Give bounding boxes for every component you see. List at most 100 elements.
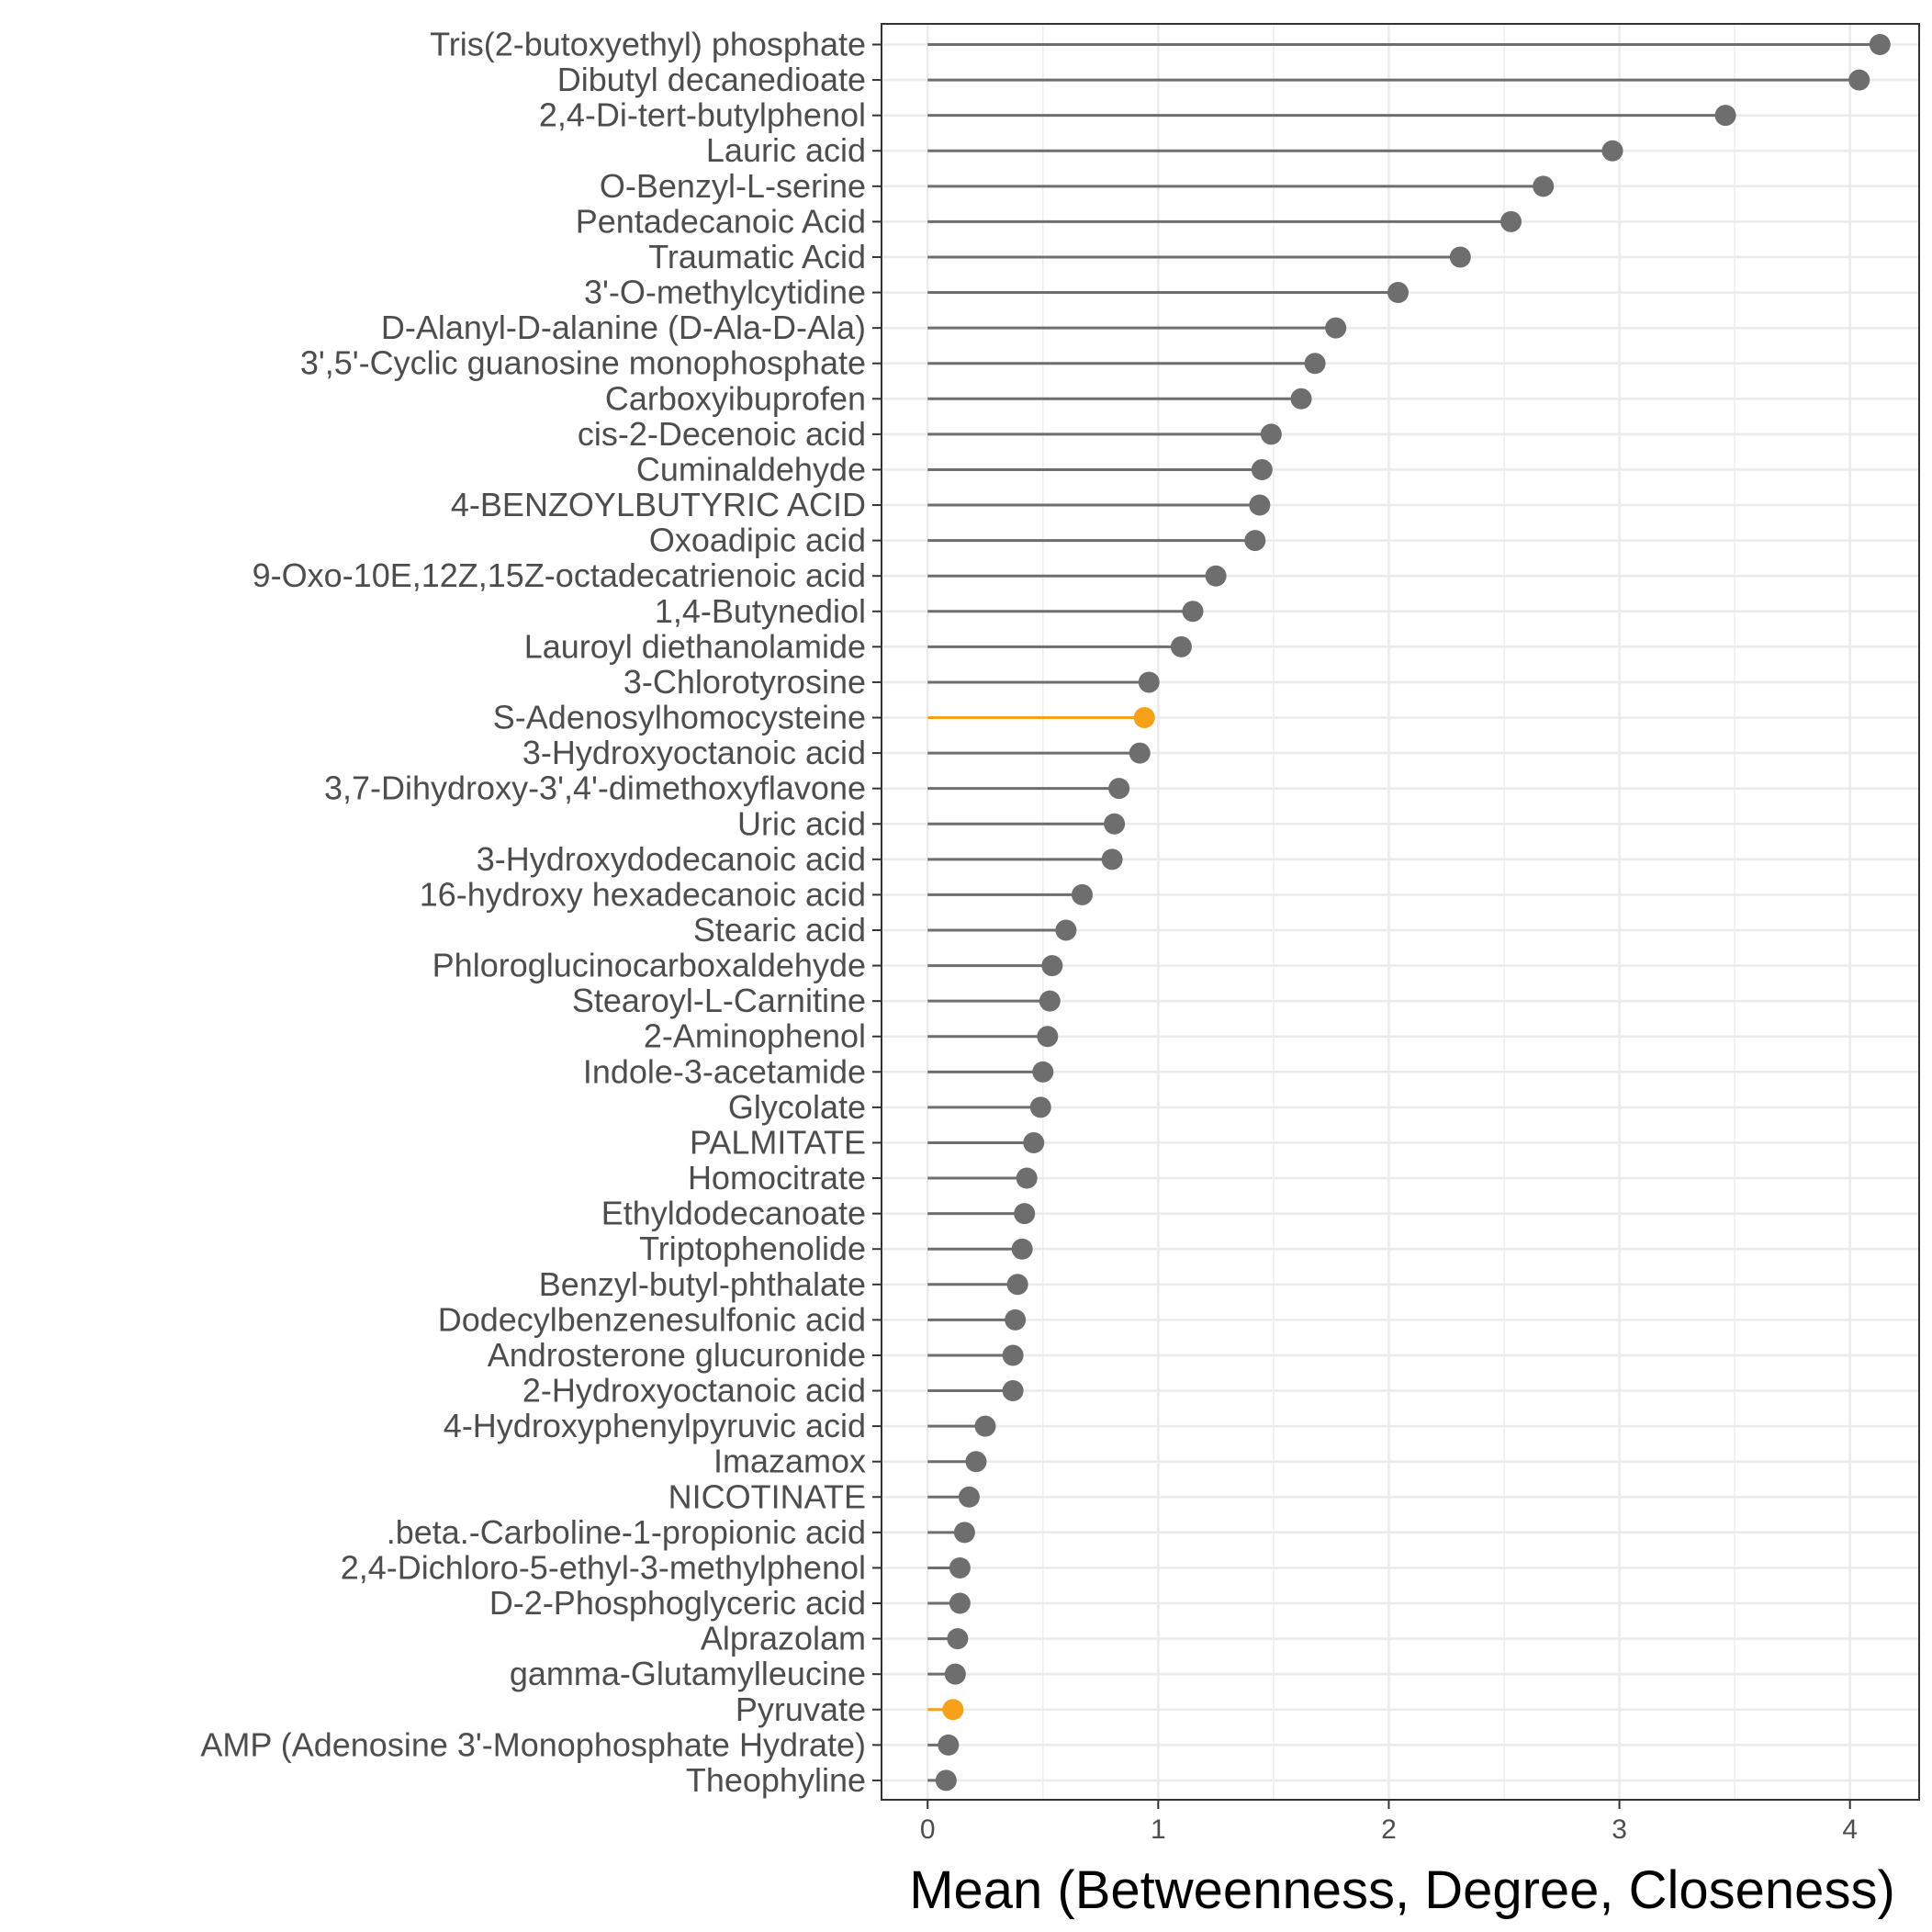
category-label: NICOTINATE xyxy=(668,1477,866,1515)
lollipop-dot xyxy=(949,1556,971,1578)
lollipop-dot xyxy=(1129,742,1151,764)
category-label: Lauroyl diethanolamide xyxy=(524,627,866,665)
category-label: Indole-3-acetamide xyxy=(583,1052,866,1090)
lollipop-dot xyxy=(1005,1309,1027,1331)
category-label: Benzyl-butyl-phthalate xyxy=(539,1265,866,1303)
lollipop-dot xyxy=(1039,990,1061,1012)
category-label: Ethyldodecanoate xyxy=(601,1195,866,1232)
lollipop-dot xyxy=(1071,883,1093,905)
category-label: 3,7-Dihydroxy-3',4'-dimethoxyflavone xyxy=(324,769,866,807)
category-label: Alprazolam xyxy=(701,1620,866,1657)
category-label: 3',5'-Cyclic guanosine monophosphate xyxy=(300,344,866,382)
stem-layer xyxy=(927,43,1881,1782)
x-tick-label: 1 xyxy=(1151,1814,1166,1845)
category-label: 4-BENZOYLBUTYRIC ACID xyxy=(451,486,866,523)
lollipop-dot xyxy=(949,1592,971,1614)
category-label: gamma-Glutamylleucine xyxy=(510,1655,866,1692)
lollipop-dot xyxy=(1251,458,1273,480)
lollipop-dot xyxy=(1006,1274,1028,1296)
x-tick-label: 2 xyxy=(1381,1814,1397,1845)
lollipop-dot xyxy=(1023,1131,1045,1153)
lollipop-dot xyxy=(1016,1167,1038,1189)
lollipop-dot xyxy=(1848,69,1870,91)
panel-border xyxy=(881,23,1920,1801)
lollipop-dot xyxy=(1325,317,1347,339)
category-label: AMP (Adenosine 3'-Monophosphate Hydrate) xyxy=(200,1725,866,1763)
lollipop-dot xyxy=(974,1415,996,1437)
category-label: 4-Hydroxyphenylpyruvic acid xyxy=(444,1407,866,1444)
lollipop-dot xyxy=(1449,246,1471,268)
category-label: Triptophenolide xyxy=(639,1230,866,1267)
category-label: 16-hydroxy hexadecanoic acid xyxy=(420,875,866,913)
lollipop-dot xyxy=(1869,34,1891,55)
category-label: 2-Hydroxyoctanoic acid xyxy=(522,1372,866,1410)
lollipop-dot xyxy=(1260,423,1282,445)
lollipop-dot xyxy=(1714,105,1736,127)
category-label: D-Alanyl-D-alanine (D-Ala-D-Ala) xyxy=(381,309,866,346)
lollipop-dot xyxy=(1244,530,1266,552)
category-label: Phloroglucinocarboxaldehyde xyxy=(432,947,866,984)
category-label: Imazamox xyxy=(713,1443,866,1480)
category-label: Oxoadipic acid xyxy=(649,522,866,559)
category-label: cis-2-Decenoic acid xyxy=(578,415,866,453)
dot-layer xyxy=(935,34,1891,1792)
lollipop-dot xyxy=(1014,1203,1036,1225)
lollipop-dot xyxy=(1101,848,1123,871)
lollipop-dot xyxy=(1500,210,1522,232)
category-label: Pentadecanoic Acid xyxy=(576,202,866,240)
lollipop-dot xyxy=(1108,778,1130,800)
category-label: Stearic acid xyxy=(693,911,866,949)
lollipop-dot xyxy=(1002,1344,1024,1366)
category-label: 2,4-Dichloro-5-ethyl-3-methylphenol xyxy=(341,1548,866,1586)
category-label: Glycolate xyxy=(728,1088,866,1126)
x-axis: 0 1 2 3 4 xyxy=(920,1800,1858,1845)
lollipop-dot xyxy=(1011,1238,1033,1260)
category-label: PALMITATE xyxy=(690,1123,866,1161)
category-label: 9-Oxo-10E,12Z,15Z-octadecatrienoic acid xyxy=(253,556,866,594)
category-label: 2,4-Di-tert-butylphenol xyxy=(539,96,866,134)
lollipop-dot xyxy=(953,1522,975,1544)
lollipop-dot xyxy=(942,1699,964,1721)
lollipop-dot xyxy=(1170,635,1192,657)
lollipop-dot xyxy=(1249,494,1271,516)
lollipop-dot xyxy=(1032,1061,1054,1083)
category-label: Carboxyibuprofen xyxy=(605,379,866,417)
category-label: Cuminaldehyde xyxy=(636,450,866,488)
lollipop-dot xyxy=(947,1628,969,1650)
category-label: 3'-O-methylcytidine xyxy=(584,274,866,311)
lollipop-dot xyxy=(944,1663,966,1685)
category-label: Uric acid xyxy=(737,804,866,842)
lollipop-dot xyxy=(1055,919,1077,941)
lollipop-dot xyxy=(1104,813,1126,835)
lollipop-dot xyxy=(1387,282,1409,304)
category-label: Pyruvate xyxy=(736,1690,866,1728)
lollipop-dot xyxy=(958,1486,980,1508)
lollipop-dot xyxy=(1002,1380,1024,1402)
category-label: 3-Hydroxydodecanoic acid xyxy=(477,840,866,878)
lollipop-dot xyxy=(1029,1096,1051,1118)
category-label: Lauric acid xyxy=(706,131,866,169)
lollipop-dot xyxy=(1133,707,1155,729)
category-label: 3-Chlorotyrosine xyxy=(623,663,866,701)
lollipop-dot xyxy=(1182,601,1204,623)
category-label: Traumatic Acid xyxy=(648,238,866,275)
category-label: Homocitrate xyxy=(688,1159,866,1196)
category-label: Stearoyl-L-Carnitine xyxy=(572,982,866,1019)
category-label: S-Adenosylhomocysteine xyxy=(493,699,866,736)
category-label: Tris(2-butoxyethyl) phosphate xyxy=(430,26,866,63)
x-tick-label: 4 xyxy=(1842,1814,1858,1845)
category-label: Theophyline xyxy=(686,1761,866,1799)
category-label: 1,4-Butynediol xyxy=(655,592,866,630)
lollipop-dot xyxy=(1304,353,1326,375)
lollipop-dot xyxy=(1138,671,1160,693)
lollipop-dot xyxy=(965,1451,987,1473)
category-label: D-2-Phosphoglyceric acid xyxy=(489,1584,866,1622)
category-label: Dodecylbenzenesulfonic acid xyxy=(438,1300,866,1338)
category-label: O-Benzyl-L-serine xyxy=(600,167,866,205)
category-label: Dibutyl decanedioate xyxy=(557,61,866,98)
lollipop-dot xyxy=(938,1734,960,1756)
lollipop-dot xyxy=(1037,1026,1059,1048)
x-tick-label: 3 xyxy=(1612,1814,1627,1845)
